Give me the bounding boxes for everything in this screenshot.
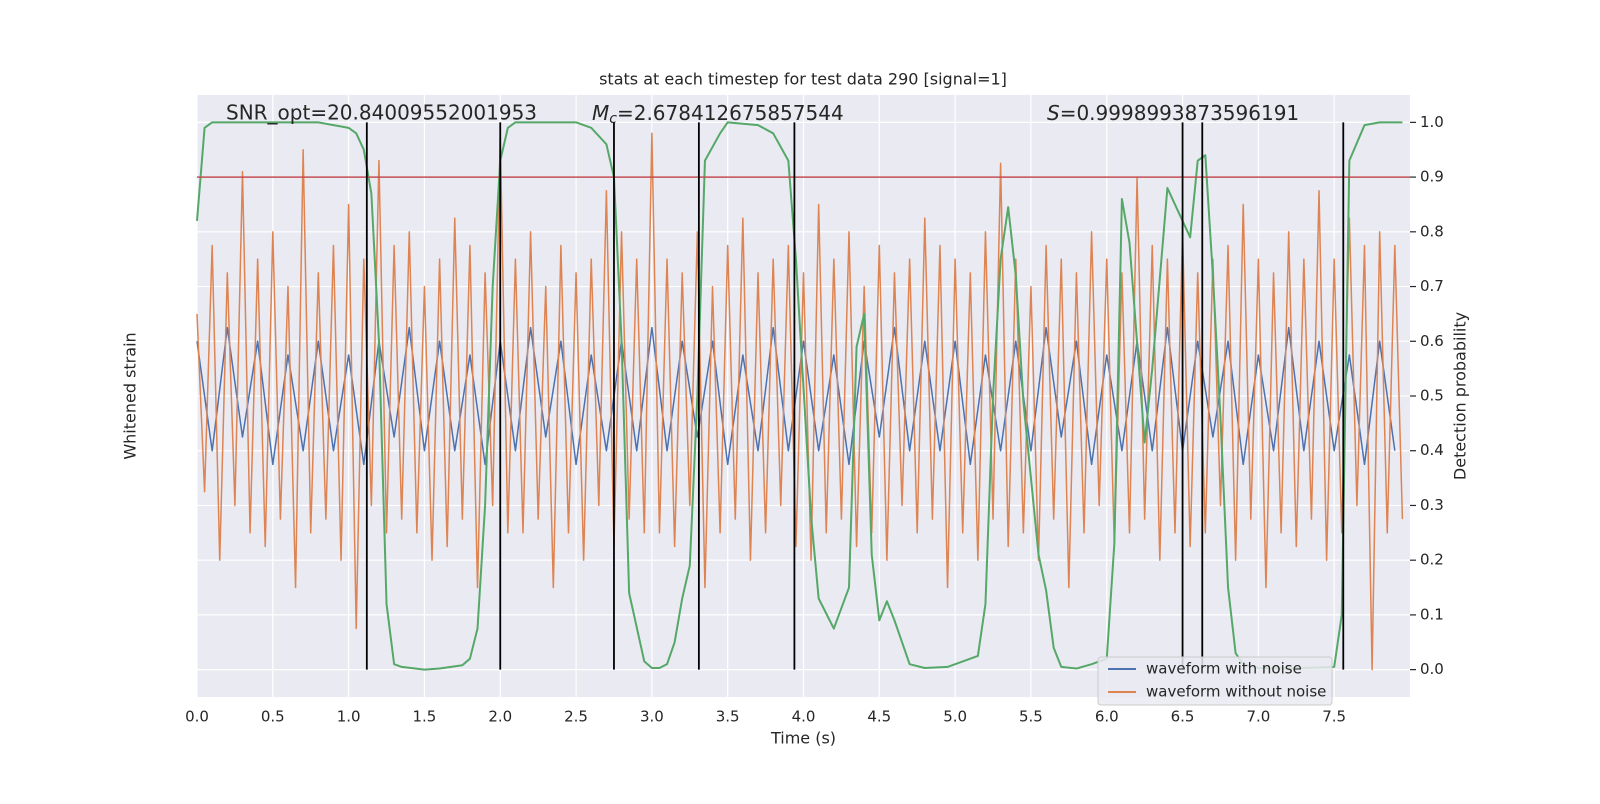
- x-tick-label: 5.5: [1019, 708, 1043, 726]
- probability-line: [196, 121, 1403, 671]
- x-tick-label: 0.5: [261, 708, 285, 726]
- x-tick-label: 2.5: [564, 708, 588, 726]
- x-tick-label: 1.5: [413, 708, 437, 726]
- x-tick-label: 4.0: [792, 708, 816, 726]
- x-tick-label: 3.0: [640, 708, 664, 726]
- chart-title: stats at each timestep for test data 290…: [599, 70, 1007, 89]
- y2-tick-label: 0.7: [1420, 277, 1444, 295]
- legend-label: waveform without noise: [1146, 683, 1326, 701]
- x-axis-label: Time (s): [770, 729, 836, 748]
- x-tick-label: 5.0: [943, 708, 967, 726]
- x-tick-label: 3.5: [716, 708, 740, 726]
- x-tick-label: 6.0: [1095, 708, 1119, 726]
- x-tick-label: 0.0: [185, 708, 209, 726]
- y2-tick-label: 0.0: [1420, 660, 1444, 678]
- annotation: Mc=2.678412675857544: [592, 101, 844, 128]
- y2-tick-label: 0.2: [1420, 551, 1444, 569]
- y2-tick-label: 0.5: [1420, 387, 1444, 405]
- x-tick-label: 6.5: [1171, 708, 1195, 726]
- annotation-text: =2.678412675857544: [617, 101, 844, 125]
- y2-tick-label: 0.3: [1420, 496, 1444, 514]
- legend-label: waveform with noise: [1146, 660, 1302, 678]
- y2-tick-label: 0.4: [1420, 441, 1444, 459]
- annotation-text: =0.9998993873596191: [1060, 101, 1299, 125]
- annotation-symbol: S: [1047, 101, 1060, 125]
- y2-tick-label: 0.1: [1420, 605, 1444, 623]
- y-axis-label: Whitened strain: [121, 332, 140, 459]
- y2-tick-label: 0.6: [1420, 332, 1444, 350]
- x-tick-label: 7.0: [1246, 708, 1270, 726]
- annotation-subscript: c: [609, 111, 617, 127]
- x-tick-label: 2.0: [488, 708, 512, 726]
- y2-tick-label: 0.8: [1420, 222, 1444, 240]
- x-tick-label: 4.5: [867, 708, 891, 726]
- y2-tick-label: 0.9: [1420, 168, 1444, 186]
- y2-tick-label: 1.0: [1420, 113, 1444, 131]
- x-tick-label: 7.5: [1322, 708, 1346, 726]
- annotation: S=0.9998993873596191: [1047, 101, 1299, 125]
- annotation: SNR_opt=20.84009552001953: [226, 101, 537, 125]
- legend-box: [1097, 656, 1333, 706]
- annotation-symbol: M: [592, 101, 609, 125]
- x-tick-label: 1.0: [337, 708, 361, 726]
- y2-axis-label: Detection probability: [1451, 312, 1470, 480]
